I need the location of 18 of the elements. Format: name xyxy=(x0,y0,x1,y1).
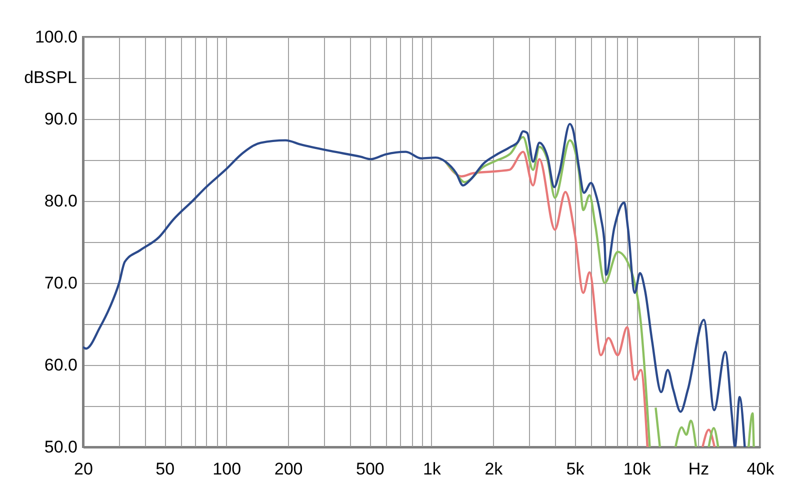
x-tick-label: 10k xyxy=(623,460,652,478)
y-tick-label: 90.0 xyxy=(44,110,78,128)
x-tick-label: 200 xyxy=(274,460,303,478)
y-tick-label: 50.0 xyxy=(44,438,78,456)
y-tick-label: 100.0 xyxy=(34,28,78,46)
y-axis-title: dBSPL xyxy=(24,68,77,87)
y-tick-label: 70.0 xyxy=(44,274,78,292)
y-tick-label: 60.0 xyxy=(44,356,78,374)
y-tick-label: 80.0 xyxy=(44,192,78,210)
x-tick-label: 5k xyxy=(566,460,585,478)
x-tick-label: 2k xyxy=(484,460,504,478)
x-tick-label: 100 xyxy=(212,460,242,478)
x-tick-label: 50 xyxy=(156,460,175,478)
x-tick-label: 500 xyxy=(356,460,384,478)
x-tick-label: 20 xyxy=(74,460,93,478)
x-tick-label: Hz xyxy=(688,460,710,478)
x-tick-label: 1k xyxy=(422,460,442,478)
x-tick-label: 40k xyxy=(746,460,775,478)
